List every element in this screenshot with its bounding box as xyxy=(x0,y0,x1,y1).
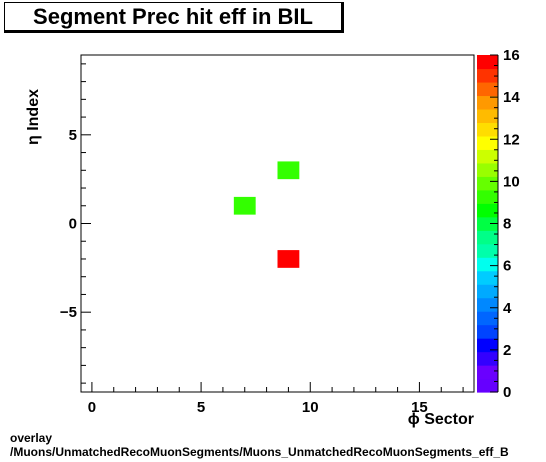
colorbar-tick-label: 8 xyxy=(503,216,511,233)
colorbar-tick-label: 6 xyxy=(503,258,511,275)
colorbar-segment xyxy=(477,270,498,285)
colorbar-segment xyxy=(477,216,498,231)
heatmap-cell xyxy=(277,161,300,180)
y-tick-label: 0 xyxy=(69,216,77,233)
colorbar-segment xyxy=(477,81,498,97)
colorbar-segment xyxy=(477,338,498,353)
colorbar-segment xyxy=(477,162,498,177)
x-axis-label: ϕ Sector xyxy=(408,411,474,428)
chart-title: Segment Prec hit eff in BIL xyxy=(4,2,344,33)
plot-frame xyxy=(80,54,475,393)
x-tick-label: 15 xyxy=(411,399,428,416)
colorbar-tick-label: 16 xyxy=(503,47,520,64)
y-tick-label: −5 xyxy=(60,304,77,321)
colorbar-tick-label: 0 xyxy=(503,384,511,401)
colorbar-segment xyxy=(477,257,498,272)
colorbar-segment xyxy=(477,297,498,312)
y-axis-label: η Index xyxy=(25,89,42,145)
colorbar-tick-label: 14 xyxy=(503,89,520,106)
colorbar-segment xyxy=(477,324,498,339)
heatmap-cells xyxy=(233,161,300,268)
colorbar-segment xyxy=(477,284,498,299)
x-tick-label: 5 xyxy=(197,399,205,416)
colorbar-segment xyxy=(477,122,498,137)
footer-path-label: /Muons/UnmatchedRecoMuonSegments/Muons_U… xyxy=(10,445,509,459)
colorbar-segment xyxy=(477,230,498,245)
x-tick-label: 0 xyxy=(88,399,96,416)
colorbar-segment xyxy=(477,55,498,70)
footer-overlay-label: overlay xyxy=(10,431,53,445)
heatmap-cell xyxy=(233,196,256,215)
colorbar-segment xyxy=(477,311,498,326)
colorbar-segment xyxy=(477,203,498,218)
colorbar-segment xyxy=(477,95,498,110)
x-tick-label: 10 xyxy=(302,399,319,416)
colorbar-segment xyxy=(477,351,498,366)
y-axis: −5 0 5 xyxy=(60,63,91,384)
colorbar-segment xyxy=(477,135,498,150)
colorbar-segment xyxy=(477,189,498,204)
x-axis: 0 5 10 15 xyxy=(88,382,464,416)
colorbar-segment xyxy=(477,365,498,380)
y-tick-label: 5 xyxy=(69,127,77,144)
colorbar-segment xyxy=(477,108,498,123)
colorbar-segment xyxy=(477,378,498,393)
colorbar-segment xyxy=(477,176,498,191)
colorbar: 0 2 4 6 8 10 12 14 16 xyxy=(477,47,520,401)
colorbar-tick-label: 12 xyxy=(503,131,520,148)
colorbar-segment xyxy=(477,149,498,164)
colorbar-tick-label: 10 xyxy=(503,173,520,190)
heatmap-cell xyxy=(277,250,300,268)
colorbar-tick-label: 4 xyxy=(503,300,512,317)
colorbar-segment xyxy=(477,68,498,83)
colorbar-tick-label: 2 xyxy=(503,342,511,359)
colorbar-segment xyxy=(477,243,498,258)
